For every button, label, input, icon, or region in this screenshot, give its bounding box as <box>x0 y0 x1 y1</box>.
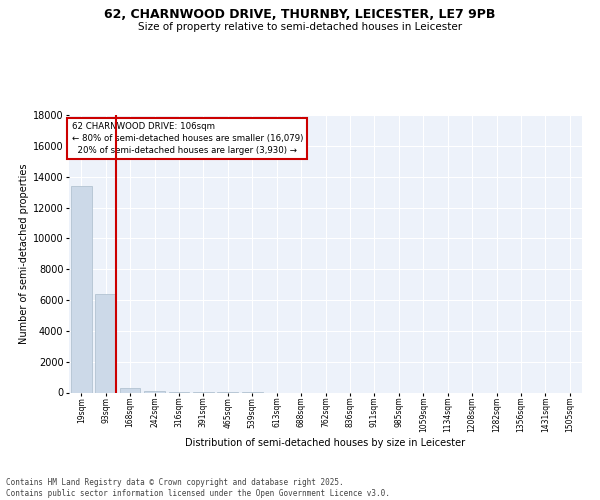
X-axis label: Distribution of semi-detached houses by size in Leicester: Distribution of semi-detached houses by … <box>185 438 466 448</box>
Text: 62 CHARNWOOD DRIVE: 106sqm
← 80% of semi-detached houses are smaller (16,079)
  : 62 CHARNWOOD DRIVE: 106sqm ← 80% of semi… <box>71 122 303 154</box>
Text: Contains HM Land Registry data © Crown copyright and database right 2025.
Contai: Contains HM Land Registry data © Crown c… <box>6 478 390 498</box>
Text: 62, CHARNWOOD DRIVE, THURNBY, LEICESTER, LE7 9PB: 62, CHARNWOOD DRIVE, THURNBY, LEICESTER,… <box>104 8 496 20</box>
Text: Size of property relative to semi-detached houses in Leicester: Size of property relative to semi-detach… <box>138 22 462 32</box>
Bar <box>95 294 116 392</box>
Bar <box>119 388 140 392</box>
Bar <box>71 186 92 392</box>
Y-axis label: Number of semi-detached properties: Number of semi-detached properties <box>19 164 29 344</box>
